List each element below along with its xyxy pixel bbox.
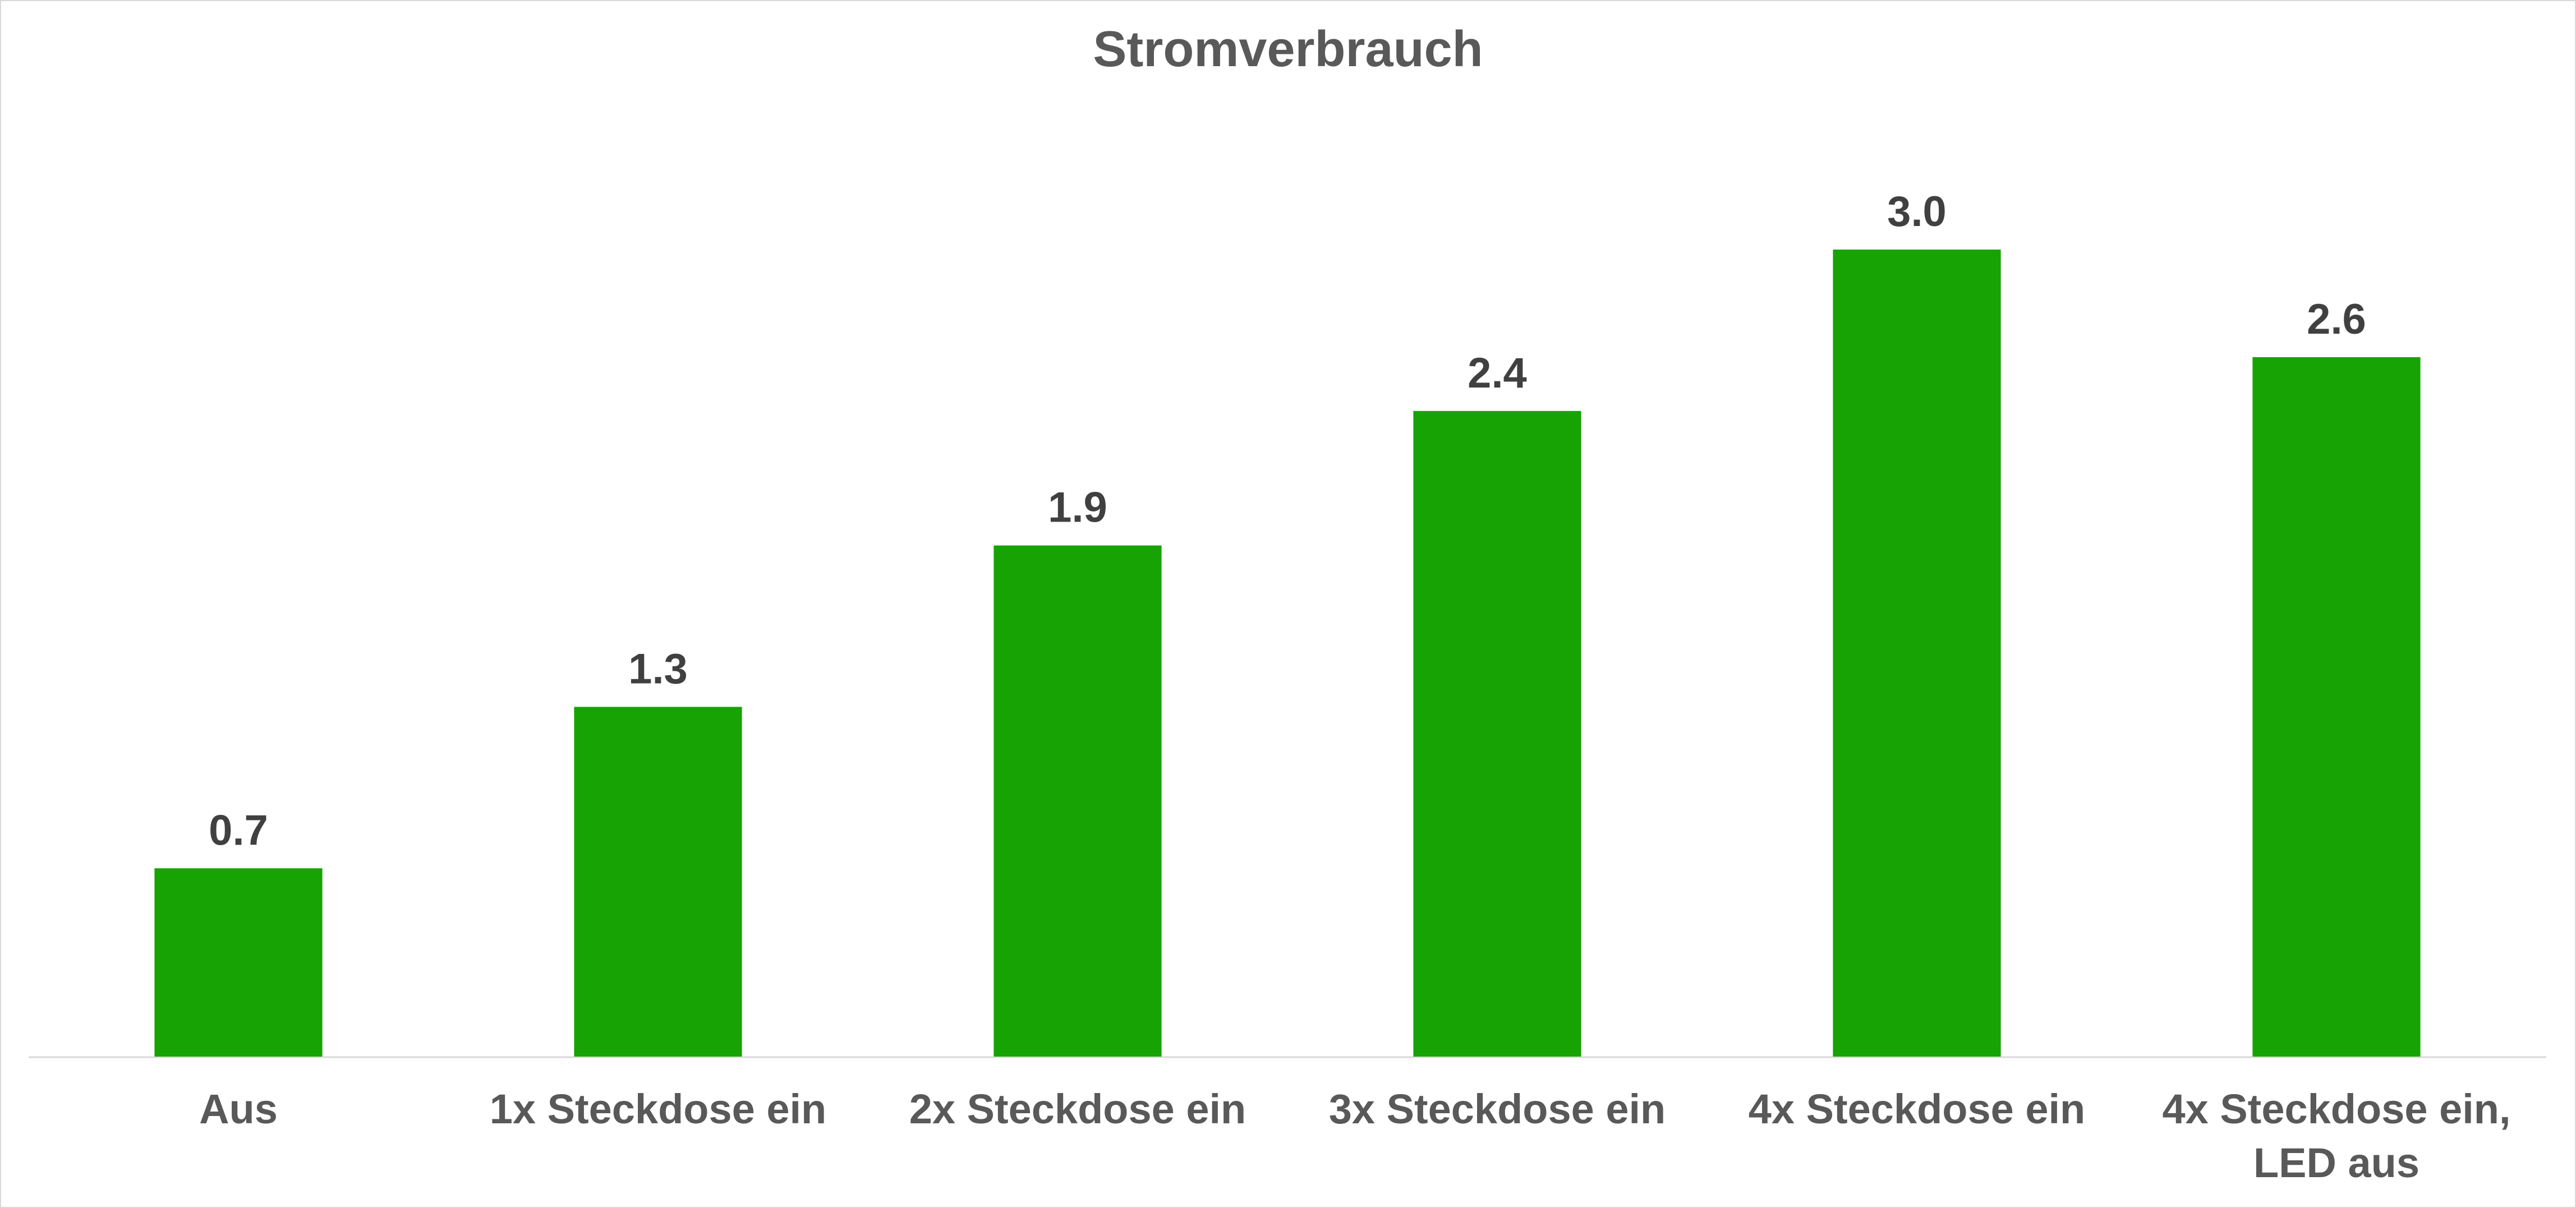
data-label: 3.0 — [1887, 188, 1947, 236]
bar — [574, 707, 742, 1057]
data-label: 0.7 — [209, 806, 268, 854]
bar — [1833, 250, 2001, 1057]
bar — [993, 545, 1162, 1057]
chart-title: Stromverbrauch — [1093, 21, 1483, 77]
data-label: 1.3 — [628, 646, 688, 693]
data-label: 2.4 — [1468, 349, 1527, 397]
data-label: 1.9 — [1048, 484, 1107, 532]
bar — [2252, 357, 2421, 1057]
x-tick-label: 4x Steckdose ein — [1748, 1086, 2086, 1132]
bar — [154, 868, 323, 1057]
data-label: 2.6 — [2307, 296, 2366, 343]
x-tick-label: 1x Steckdose ein — [489, 1086, 827, 1132]
x-tick-label: 4x Steckdose ein, LED aus — [2162, 1086, 2511, 1186]
x-tick-label: 2x Steckdose ein — [909, 1086, 1246, 1132]
x-tick-label: Aus — [199, 1086, 278, 1132]
x-tick-label: 3x Steckdose ein — [1328, 1086, 1666, 1132]
bar — [1413, 411, 1581, 1057]
